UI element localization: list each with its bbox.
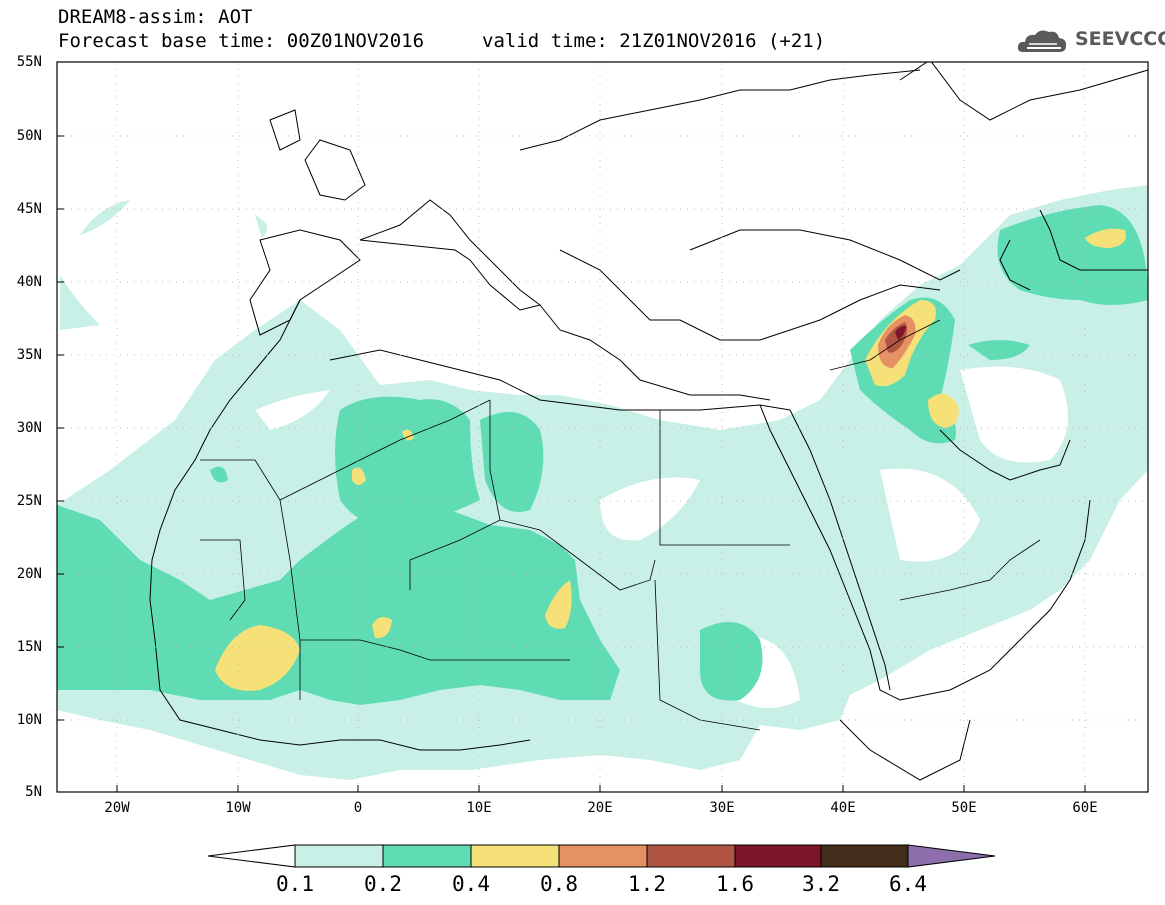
lat-label: 35N — [16, 347, 42, 363]
colorbar-segment — [734, 844, 822, 868]
lat-label: 45N — [16, 201, 42, 217]
colorbar-segment — [470, 844, 560, 868]
lat-label: 15N — [16, 639, 42, 655]
lon-label: 30E — [709, 800, 735, 816]
valid-time: valid time: 21Z01NOV2016 (+21) — [482, 30, 826, 52]
colorbar-label: 0.2 — [364, 872, 402, 896]
lat-label: 55N — [16, 54, 42, 70]
lat-label: 10N — [16, 712, 42, 728]
colorbar-label: 3.2 — [802, 872, 840, 896]
cloud-icon — [1017, 30, 1067, 52]
colorbar-label: 0.1 — [276, 872, 314, 896]
colorbar-label: 1.2 — [628, 872, 666, 896]
logo-text: SEEVCCC — [1075, 28, 1165, 50]
colorbar-segment — [558, 844, 648, 868]
colorbar-label: 0.4 — [452, 872, 490, 896]
colorbar-label: 6.4 — [889, 872, 927, 896]
lon-label: 10W — [225, 800, 251, 816]
lon-label: 20E — [587, 800, 613, 816]
lon-label: 40E — [830, 800, 856, 816]
lat-label: 25N — [16, 493, 42, 509]
colorbar-label: 1.6 — [716, 872, 754, 896]
lat-label: 40N — [16, 274, 42, 290]
map-title: DREAM8-assim: AOT — [58, 6, 253, 28]
colorbar — [207, 844, 996, 868]
coastlines — [149, 62, 1148, 781]
colorbar-segment — [646, 844, 736, 868]
lat-label: 30N — [16, 420, 42, 436]
colorbar-lower-arrow — [207, 844, 296, 868]
colorbar-segment — [382, 844, 472, 868]
lon-label: 20W — [104, 800, 130, 816]
colorbar-segment — [294, 844, 384, 868]
lon-label: 50E — [951, 800, 977, 816]
forecast-base-time: Forecast base time: 00Z01NOV2016 — [58, 30, 425, 52]
lon-label: 0 — [353, 800, 363, 816]
country-borders — [200, 319, 1041, 731]
map-frame — [56, 61, 1149, 793]
lon-label: 60E — [1072, 800, 1098, 816]
aot-band-1-6 — [895, 325, 906, 340]
colorbar-label: 0.8 — [540, 872, 578, 896]
colorbar-upper-arrow — [907, 844, 996, 868]
gridlines — [57, 62, 1148, 792]
axis-ticks — [57, 61, 1086, 792]
lon-label: 10E — [466, 800, 492, 816]
lat-label: 50N — [16, 128, 42, 144]
lat-label: 20N — [16, 566, 42, 582]
lat-label: 5N — [25, 784, 42, 800]
colorbar-segment — [820, 844, 909, 868]
